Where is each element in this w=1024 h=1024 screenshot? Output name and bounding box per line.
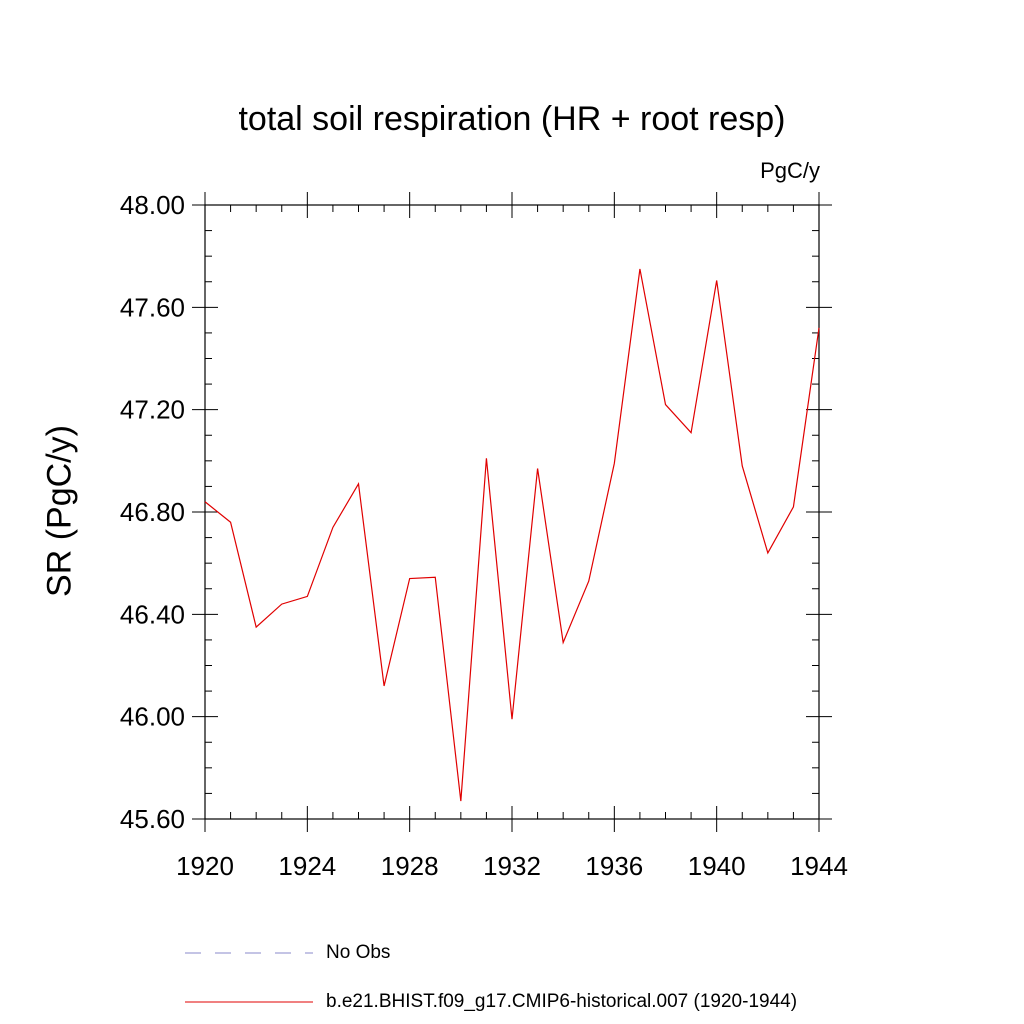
axis-ticks [192, 192, 832, 832]
y-tick-label: 48.00 [120, 190, 185, 220]
x-tick-label: 1928 [381, 851, 439, 881]
units-label: PgC/y [760, 158, 820, 183]
x-tick-label: 1932 [483, 851, 541, 881]
plot-frame [204, 204, 820, 820]
y-tick-label: 46.40 [120, 599, 185, 629]
x-tick-label: 1936 [585, 851, 643, 881]
y-tick-label: 46.00 [120, 702, 185, 732]
x-tick-label: 1924 [278, 851, 336, 881]
legend-label-historical: b.e21.BHIST.f09_g17.CMIP6-historical.007… [326, 991, 798, 1012]
y-tick-label: 45.60 [120, 804, 185, 834]
series-layer [204, 268, 820, 802]
y-tick-label: 47.20 [120, 395, 185, 425]
y-tick-label: 47.60 [120, 292, 185, 322]
x-tick-label: 1940 [688, 851, 746, 881]
legend-lines [185, 952, 313, 1003]
y-tick-label: 46.80 [120, 497, 185, 527]
y-axis-label: SR (PgC/y) [40, 425, 79, 597]
x-tick-label: 1920 [176, 851, 234, 881]
legend-label-no-obs: No Obs [326, 942, 391, 963]
tick-labels: 45.60 46.00 46.40 46.80 47.20 47.60 48.00 1920 1… [120, 190, 848, 881]
x-tick-label: 1944 [790, 851, 848, 881]
chart-title: total soil respiration (HR + root resp) [238, 100, 786, 138]
series-line-historical [204, 268, 820, 802]
